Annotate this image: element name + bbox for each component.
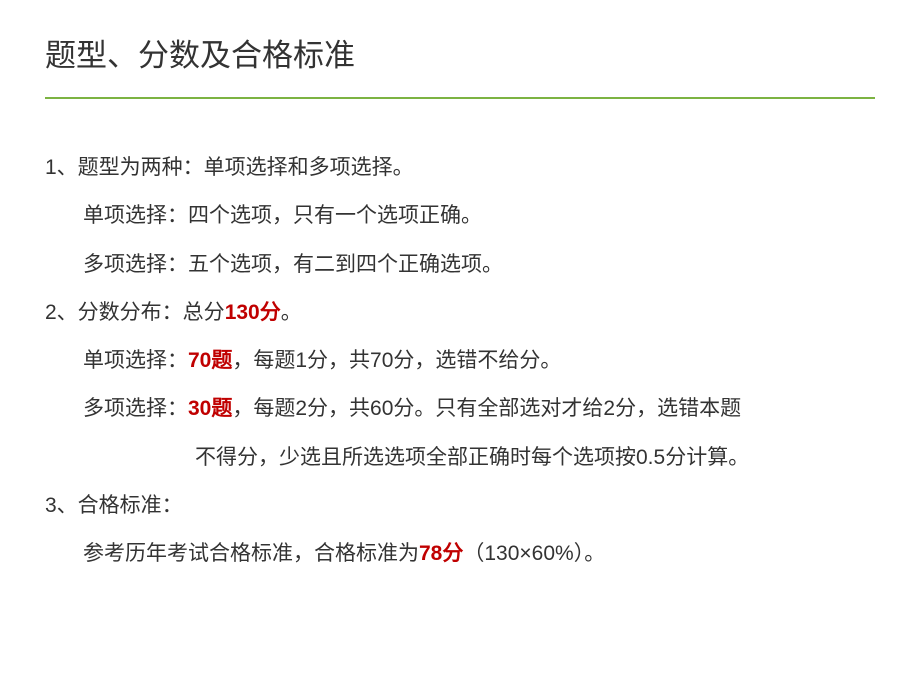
line-7: 不得分，少选且所选选项全部正确时每个选项按0.5分计算。: [45, 434, 875, 482]
line-6-text-a: 多项选择：: [83, 397, 188, 420]
line-1: 1、题型为两种：单项选择和多项选择。: [45, 144, 875, 192]
line-4-highlight: 130分: [225, 301, 281, 324]
line-5: 单项选择：70题，每题1分，共70分，选错不给分。: [45, 337, 875, 385]
line-6-highlight: 30题: [188, 397, 232, 420]
line-9-text-c: （130×60%）。: [463, 542, 605, 565]
line-5-highlight: 70题: [188, 349, 232, 372]
line-9-text-a: 参考历年考试合格标准，合格标准为: [83, 542, 419, 565]
slide-title: 题型、分数及合格标准: [45, 30, 875, 87]
line-4-text-a: 2、分数分布：总分: [45, 301, 225, 324]
line-5-text-c: ，每题1分，共70分，选错不给分。: [232, 349, 561, 372]
line-9: 参考历年考试合格标准，合格标准为78分（130×60%）。: [45, 530, 875, 578]
line-6: 多项选择：30题，每题2分，共60分。只有全部选对才给2分，选错本题: [45, 385, 875, 433]
line-4-text-c: 。: [281, 301, 302, 324]
line-9-highlight: 78分: [419, 542, 463, 565]
line-4: 2、分数分布：总分130分。: [45, 289, 875, 337]
line-5-text-a: 单项选择：: [83, 349, 188, 372]
line-8: 3、合格标准：: [45, 482, 875, 530]
line-2: 单项选择：四个选项，只有一个选项正确。: [45, 192, 875, 240]
line-6-text-c: ，每题2分，共60分。只有全部选对才给2分，选错本题: [232, 397, 741, 420]
slide-content: 1、题型为两种：单项选择和多项选择。 单项选择：四个选项，只有一个选项正确。 多…: [45, 144, 875, 579]
line-3: 多项选择：五个选项，有二到四个正确选项。: [45, 241, 875, 289]
title-underline: [45, 97, 875, 99]
